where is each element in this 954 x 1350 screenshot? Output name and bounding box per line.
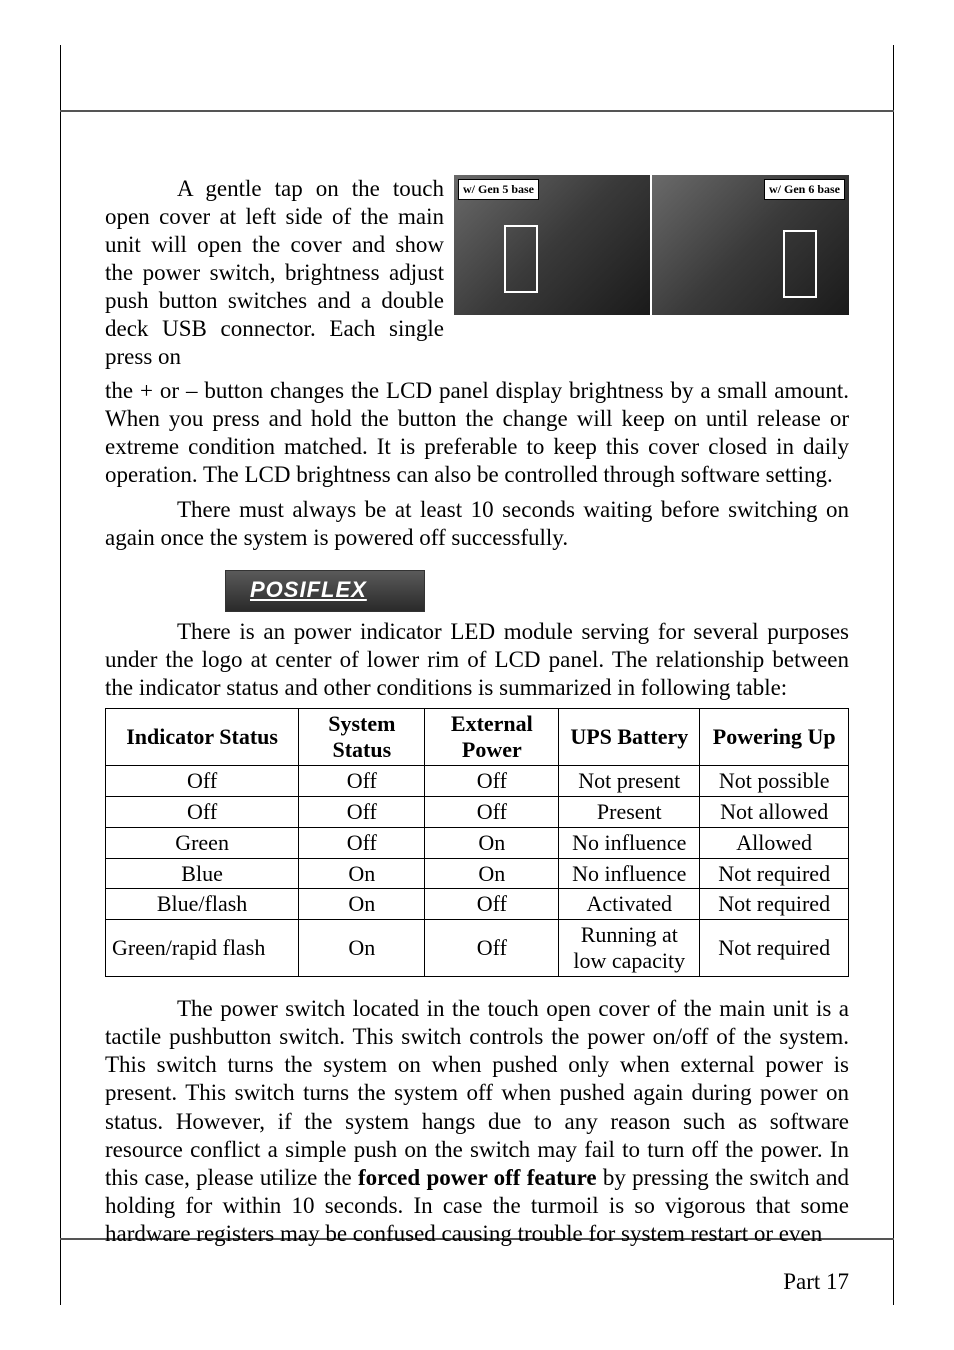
figure-gen5: w/ Gen 5 base <box>454 175 652 315</box>
table-cell: Activated <box>559 889 700 920</box>
table-cell: Allowed <box>700 827 849 858</box>
table-cell: Off <box>106 796 299 827</box>
figure-highlight-box <box>504 225 538 293</box>
table-cell: Off <box>299 827 425 858</box>
page-content: w/ Gen 5 base w/ Gen 6 base A gentle tap… <box>105 175 849 1254</box>
table-row: GreenOffOnNo influenceAllowed <box>106 827 849 858</box>
paragraph-wait: There must always be at least 10 seconds… <box>105 496 849 552</box>
table-cell: Not required <box>700 889 849 920</box>
table-cell: On <box>299 920 425 977</box>
text-run: The power switch located in the touch op… <box>105 996 849 1189</box>
table-cell: Not required <box>700 920 849 977</box>
table-header-row: Indicator Status System Status External … <box>106 708 849 765</box>
table-cell: Off <box>299 796 425 827</box>
paragraph-led-intro: There is an power indicator LED module s… <box>105 618 849 702</box>
table-row: BlueOnOnNo influenceNot required <box>106 858 849 889</box>
table-row: Green/rapid flashOnOffRunning atlow capa… <box>106 920 849 977</box>
paragraph-intro-b: the + or – button changes the LCD panel … <box>105 377 849 489</box>
table-cell: Blue/flash <box>106 889 299 920</box>
product-figure: w/ Gen 5 base w/ Gen 6 base <box>454 175 849 315</box>
table-cell: Present <box>559 796 700 827</box>
page-number: Part 17 <box>783 1269 849 1295</box>
table-cell: Blue <box>106 858 299 889</box>
text-bold: forced power off feature <box>358 1165 597 1190</box>
table-cell: On <box>425 827 559 858</box>
table-cell: Not possible <box>700 765 849 796</box>
table-cell: On <box>425 858 559 889</box>
table-cell: Running atlow capacity <box>559 920 700 977</box>
table-header: Powering Up <box>700 708 849 765</box>
table-header: Indicator Status <box>106 708 299 765</box>
table-row: OffOffOffNot presentNot possible <box>106 765 849 796</box>
table-cell: Off <box>299 765 425 796</box>
header-rule <box>60 110 894 112</box>
table-cell: Off <box>425 796 559 827</box>
table-cell: Not required <box>700 858 849 889</box>
table-header: System Status <box>299 708 425 765</box>
table-body: OffOffOffNot presentNot possibleOffOffOf… <box>106 765 849 977</box>
table-row: Blue/flashOnOffActivatedNot required <box>106 889 849 920</box>
table-cell: Off <box>425 920 559 977</box>
table-cell: On <box>299 858 425 889</box>
table-row: OffOffOffPresentNot allowed <box>106 796 849 827</box>
table-cell: Not allowed <box>700 796 849 827</box>
posiflex-logo-text: POSIFLEX <box>250 577 367 602</box>
table-cell: Not present <box>559 765 700 796</box>
table-cell: Off <box>425 889 559 920</box>
table-cell: No influence <box>559 858 700 889</box>
table-cell: On <box>299 889 425 920</box>
table-header: UPS Battery <box>559 708 700 765</box>
table-cell: No influence <box>559 827 700 858</box>
paragraph-power-switch: The power switch located in the touch op… <box>105 995 849 1247</box>
figure-highlight-box <box>783 230 817 298</box>
table-cell: Green <box>106 827 299 858</box>
table-cell: Off <box>106 765 299 796</box>
table-cell: Green/rapid flash <box>106 920 299 977</box>
figure-gen6: w/ Gen 6 base <box>652 175 850 315</box>
indicator-status-table: Indicator Status System Status External … <box>105 708 849 978</box>
figure-label-gen6: w/ Gen 6 base <box>764 179 845 200</box>
posiflex-logo: POSIFLEX <box>225 570 425 612</box>
table-header: External Power <box>425 708 559 765</box>
figure-label-gen5: w/ Gen 5 base <box>458 179 539 200</box>
table-cell: Off <box>425 765 559 796</box>
